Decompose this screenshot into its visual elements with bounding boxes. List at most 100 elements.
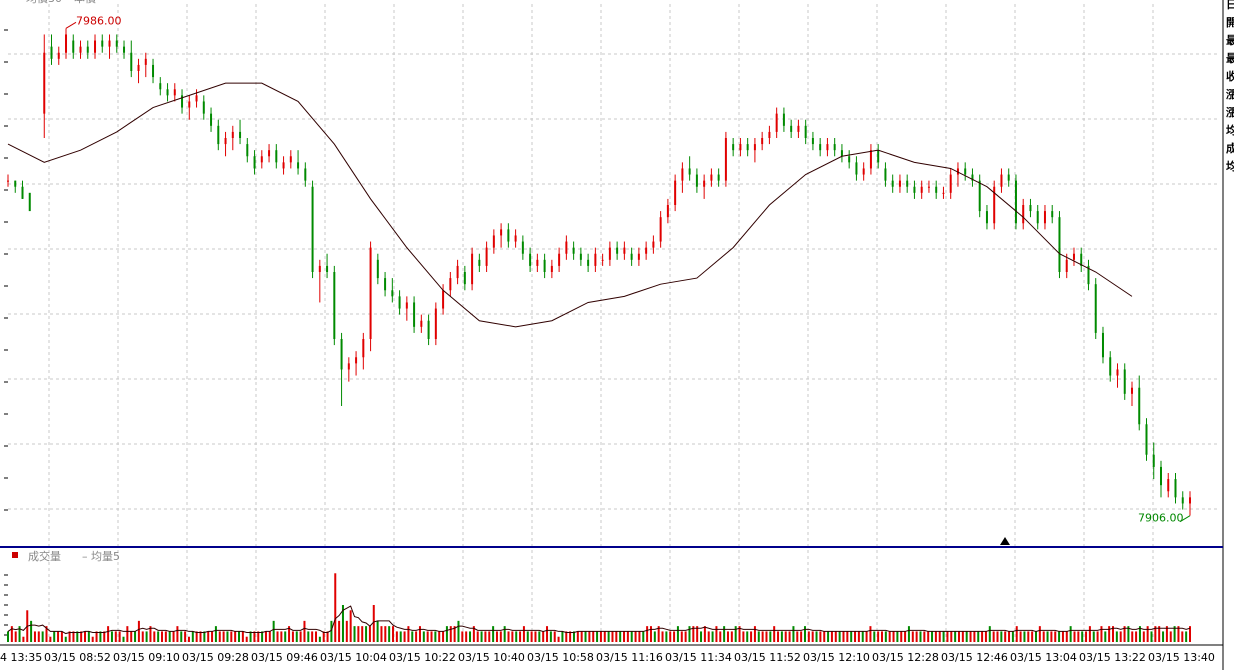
- volume-bar: [950, 631, 953, 642]
- volume-bar: [519, 631, 522, 642]
- volume-bar: [307, 631, 310, 642]
- volume-bar: [700, 631, 703, 642]
- volume-bar: [218, 631, 221, 642]
- volume-bar: [53, 631, 56, 642]
- volume-bar: [842, 631, 845, 642]
- candle-body: [558, 253, 561, 266]
- volume-bar: [376, 620, 379, 642]
- candle-body: [898, 180, 901, 187]
- volume-bar: [1115, 631, 1118, 642]
- volume-bar: [91, 636, 94, 642]
- candle-body: [456, 265, 459, 279]
- candle-body: [144, 58, 147, 65]
- candle-body: [137, 64, 140, 71]
- candles: [7, 28, 1191, 516]
- candle-body: [217, 125, 220, 145]
- volume-bar: [1027, 631, 1030, 642]
- volume-bar: [472, 626, 475, 642]
- volume-bar: [357, 626, 360, 642]
- volume-bar: [861, 631, 864, 642]
- volume-bar: [938, 631, 941, 642]
- candle-body: [159, 83, 162, 90]
- volume-bar: [226, 631, 229, 642]
- candle-body: [1087, 265, 1090, 285]
- volume-bar: [407, 626, 410, 642]
- volume-bar: [734, 626, 737, 642]
- candle-body: [521, 241, 524, 254]
- volume-bar: [488, 631, 491, 642]
- candle-body: [1109, 357, 1112, 376]
- legend-label: 均價30: [26, 0, 62, 5]
- volume-bar: [211, 631, 214, 642]
- volume-bar: [803, 626, 806, 642]
- volume-bar: [149, 626, 152, 642]
- volume-bar: [64, 636, 67, 642]
- volume-bar: [60, 631, 63, 642]
- volume-bar: [57, 631, 60, 642]
- candle-body: [869, 150, 872, 169]
- high-annotation-leader: [65, 21, 77, 29]
- volume-bar: [919, 631, 922, 642]
- volume-bar: [934, 631, 937, 642]
- candle-body: [1029, 205, 1032, 212]
- candle-body: [123, 46, 126, 53]
- volume-bar: [326, 631, 329, 642]
- volume-bar: [904, 631, 907, 642]
- candle-body: [993, 186, 996, 224]
- volume-bar: [880, 631, 883, 642]
- volume-bar: [453, 626, 456, 642]
- volume-bar: [295, 631, 298, 642]
- candle-body: [659, 217, 662, 242]
- volume-bar: [230, 631, 233, 642]
- volume-bar: [723, 626, 726, 642]
- volume-bar: [1169, 631, 1172, 642]
- candle-body: [797, 125, 800, 132]
- candle-body: [1167, 479, 1170, 492]
- volume-bar: [176, 626, 179, 642]
- volume-bar: [719, 631, 722, 642]
- volume-bar: [76, 631, 79, 642]
- volume-bar: [1085, 631, 1088, 642]
- candle-body: [674, 180, 677, 205]
- volume-bar: [461, 631, 464, 642]
- volume-bar: [992, 631, 995, 642]
- volume-bar: [95, 631, 98, 642]
- volume-bar: [811, 631, 814, 642]
- candle-body: [297, 162, 300, 169]
- volume-bar: [742, 631, 745, 642]
- candle-body: [637, 253, 640, 260]
- volume-bar: [865, 631, 868, 642]
- volume-bar: [592, 631, 595, 642]
- volume-bar: [569, 631, 572, 642]
- volume-bar: [596, 631, 599, 642]
- volume-bar: [907, 626, 910, 642]
- volume-bar: [368, 626, 371, 642]
- candle-body: [1152, 454, 1155, 467]
- volume-bar: [1123, 626, 1126, 642]
- volume-bar: [931, 631, 934, 642]
- volume-bar: [103, 631, 106, 642]
- candle-body: [920, 186, 923, 193]
- candle-body: [434, 308, 437, 339]
- candle-body: [681, 168, 684, 181]
- volume-bar: [492, 626, 495, 642]
- volume-bar: [896, 631, 899, 642]
- volume-bar: [118, 631, 121, 642]
- volume-bar: [322, 631, 325, 642]
- candle-body: [529, 253, 532, 266]
- candle-body: [268, 150, 271, 157]
- volume-bar: [546, 626, 549, 642]
- volume-bars: [7, 573, 1191, 642]
- candle-body: [101, 40, 104, 47]
- volume-bar: [430, 631, 433, 642]
- candle-body: [855, 162, 858, 175]
- volume-bar: [1127, 626, 1130, 642]
- x-tick-label: 03/15 10:58: [527, 651, 594, 664]
- volume-bar: [707, 631, 710, 642]
- volume-bar: [1008, 631, 1011, 642]
- candle-body: [405, 302, 408, 309]
- volume-bar: [730, 631, 733, 642]
- x-axis-labels: 4 13:35 03/15 08:52 03/15 09:10 03/15 09:28…: [0, 651, 1215, 664]
- volume-bar: [469, 631, 472, 642]
- candle-body: [86, 46, 89, 53]
